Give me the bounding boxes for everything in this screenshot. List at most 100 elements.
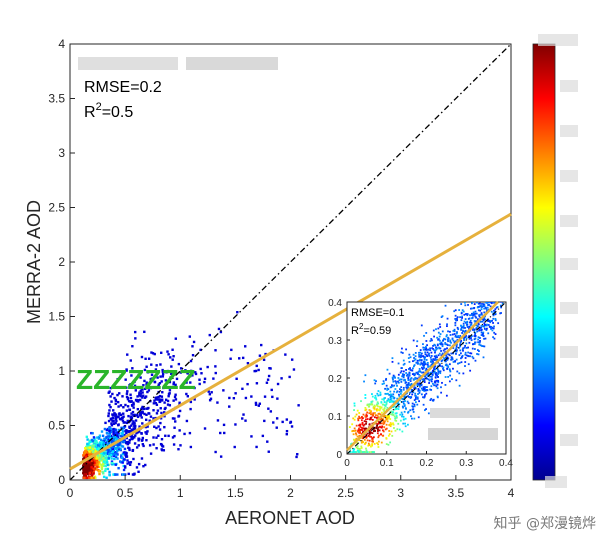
inset-scatter-cell bbox=[371, 439, 374, 442]
inset-scatter-cell bbox=[453, 328, 456, 331]
inset-scatter-cell bbox=[406, 374, 408, 377]
inset-scatter-cell bbox=[395, 419, 398, 422]
inset-scatter-cell bbox=[390, 397, 393, 400]
inset-scatter-cell bbox=[371, 451, 374, 453]
inset-scatter-cell bbox=[363, 380, 365, 383]
inset-scatter-cell bbox=[380, 441, 383, 444]
inset-one-to-one-line bbox=[346, 301, 507, 455]
main-scatter-cell bbox=[97, 465, 101, 469]
main-scatter-cell bbox=[107, 435, 110, 438]
main-scatter-cell bbox=[238, 357, 241, 360]
inset-scatter-cell bbox=[477, 322, 480, 325]
inset-scatter-cell bbox=[476, 353, 478, 355]
inset-scatter-cell bbox=[436, 344, 439, 347]
inset-scatter-cell bbox=[486, 320, 489, 322]
inset-scatter-cell bbox=[361, 421, 364, 424]
inset-scatter-cell bbox=[446, 347, 448, 350]
inset-scatter-cell bbox=[387, 416, 390, 419]
main-scatter-cell bbox=[152, 443, 155, 446]
inset-scatter-cell bbox=[469, 355, 471, 358]
inset-scatter-cell bbox=[442, 366, 445, 369]
main-scatter-cell bbox=[236, 311, 239, 314]
inset-scatter-cell bbox=[434, 349, 437, 352]
inset-scatter-cell bbox=[385, 415, 388, 417]
inset-scatter-cell bbox=[432, 360, 434, 363]
main-scatter-cell bbox=[126, 390, 129, 393]
main-scatter-cell bbox=[222, 389, 225, 392]
main-scatter-cell bbox=[114, 431, 117, 434]
inset-scatter-cell bbox=[364, 394, 367, 396]
inset-scatter-cell bbox=[416, 377, 419, 380]
inset-scatter-cell bbox=[387, 434, 390, 437]
main-scatter-cell bbox=[91, 462, 94, 465]
main-scatter-cell bbox=[98, 444, 102, 448]
inset-scatter-cell bbox=[352, 451, 355, 453]
main-scatter-cell bbox=[116, 400, 120, 404]
inset-scatter-cell bbox=[490, 302, 493, 304]
inset-scatter-cell bbox=[471, 302, 474, 303]
inset-scatter-cell bbox=[492, 322, 494, 324]
inset-scatter-cell bbox=[441, 330, 444, 333]
inset-scatter-cell bbox=[382, 434, 385, 437]
inset-regression-fit-line bbox=[346, 301, 499, 452]
main-scatter-cell bbox=[268, 366, 271, 370]
inset-scatter-cell bbox=[489, 305, 492, 308]
inset-scatter-cell bbox=[458, 346, 460, 349]
main-scatter-cell bbox=[173, 426, 176, 429]
main-scatter-cell bbox=[149, 415, 153, 418]
main-scatter-cell bbox=[135, 431, 138, 435]
main-scatter-cell bbox=[123, 447, 127, 451]
main-scatter-cell bbox=[136, 395, 139, 398]
inset-scatter-cell bbox=[464, 357, 467, 359]
inset-scatter-cell bbox=[420, 324, 423, 327]
main-scatter-cell bbox=[105, 458, 108, 461]
main-scatter-cell bbox=[127, 414, 130, 418]
inset-scatter-cell bbox=[466, 314, 469, 317]
inset-scatter-cell bbox=[425, 349, 428, 351]
inset-scatter-cell bbox=[481, 306, 483, 308]
inset-scatter-cell bbox=[430, 385, 433, 388]
inset-scatter-cell bbox=[451, 338, 454, 341]
main-scatter-cell bbox=[123, 439, 126, 442]
inset-scatter-cell bbox=[441, 353, 444, 356]
inset-scatter-cell bbox=[396, 384, 398, 387]
inset-scatter-cell bbox=[425, 345, 427, 348]
inset-scatter-cell bbox=[472, 329, 474, 331]
inset-scatter-cell bbox=[438, 352, 441, 355]
inset-scatter-cell bbox=[400, 381, 403, 383]
main-scatter-cell bbox=[123, 421, 126, 424]
main-scatter-cell bbox=[137, 462, 141, 466]
main-scatter-cell bbox=[142, 465, 145, 468]
main-scatter-cell bbox=[112, 453, 115, 456]
inset-scatter-cell bbox=[454, 309, 457, 312]
main-scatter-cell bbox=[91, 446, 95, 449]
inset-scatter-cell bbox=[414, 377, 417, 379]
main-scatter-cell bbox=[125, 386, 128, 389]
inset-scatter-cell bbox=[495, 306, 498, 309]
main-scatter-cell bbox=[95, 457, 98, 460]
inset-scatter-cell bbox=[437, 327, 440, 330]
inset-scatter-cell bbox=[377, 429, 379, 432]
inset-scatter-cell bbox=[403, 396, 406, 399]
inset-scatter-cell bbox=[473, 348, 476, 350]
main-scatter-cell bbox=[246, 361, 250, 365]
main-scatter-cell bbox=[152, 409, 155, 412]
main-scatter-cell bbox=[153, 399, 156, 402]
main-scatter-cell bbox=[144, 357, 147, 360]
inset-scatter-cell bbox=[398, 379, 401, 382]
inset-scatter-cell bbox=[380, 426, 383, 429]
inset-scatter-cell bbox=[425, 373, 428, 376]
inset-scatter-cell bbox=[429, 365, 432, 368]
main-scatter-cell bbox=[142, 394, 145, 397]
main-scatter-cell bbox=[121, 452, 125, 456]
inset-scatter-cell bbox=[458, 372, 461, 375]
inset-scatter-cell bbox=[418, 355, 421, 358]
inset-scatter-cell bbox=[354, 415, 357, 418]
main-scatter-cell bbox=[130, 437, 134, 441]
inset-scatter-cell bbox=[418, 373, 421, 376]
inset-scatter-cell bbox=[422, 366, 425, 369]
main-scatter-cell bbox=[241, 356, 245, 360]
inset-scatter-cell bbox=[452, 367, 454, 370]
inset-scatter-cell bbox=[466, 313, 469, 315]
main-scatter-cell bbox=[295, 455, 298, 459]
